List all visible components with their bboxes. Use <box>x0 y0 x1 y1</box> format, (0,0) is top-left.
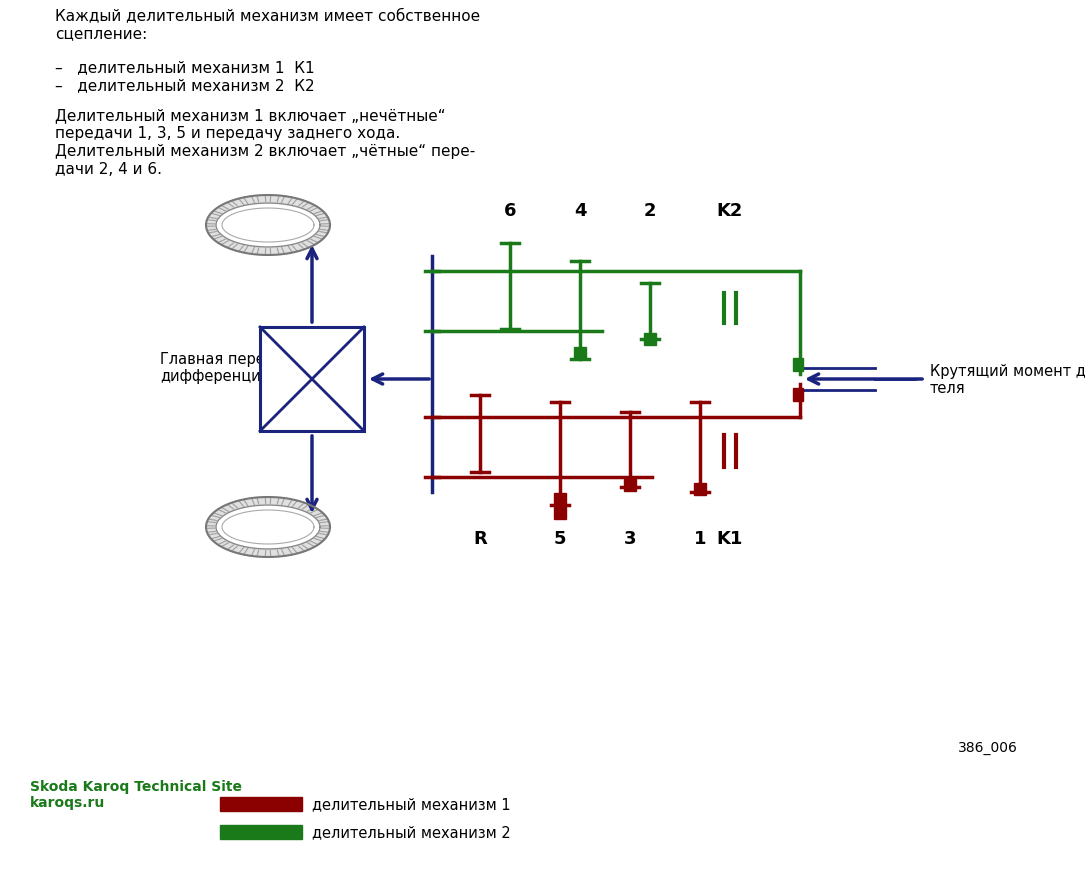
Text: –   делительный механизм 2  К2: – делительный механизм 2 К2 <box>55 78 315 93</box>
Bar <box>793 359 803 372</box>
Text: Каждый делительный механизм имеет собственное: Каждый делительный механизм имеет собств… <box>55 8 480 23</box>
Text: Делительный механизм 1 включает „нечётные“: Делительный механизм 1 включает „нечётны… <box>55 108 445 123</box>
Bar <box>644 334 656 346</box>
Polygon shape <box>206 497 330 557</box>
Text: Главная передача и
дифференциал: Главная передача и дифференциал <box>160 351 316 384</box>
Text: дачи 2, 4 и 6.: дачи 2, 4 и 6. <box>55 162 162 176</box>
Bar <box>260 328 364 432</box>
Bar <box>220 825 302 839</box>
Text: делительный механизм 1: делительный механизм 1 <box>312 797 510 812</box>
Text: 386_006: 386_006 <box>958 740 1018 754</box>
Text: K2: K2 <box>717 202 743 220</box>
Text: 1: 1 <box>694 529 706 547</box>
Text: –   делительный механизм 1  К1: – делительный механизм 1 К1 <box>55 60 315 75</box>
Text: R: R <box>473 529 487 547</box>
Text: Делительный механизм 2 включает „чётные“ пере-: Делительный механизм 2 включает „чётные“… <box>55 144 476 159</box>
Bar <box>793 388 803 401</box>
Bar <box>220 797 302 811</box>
Text: сцепление:: сцепление: <box>55 26 148 41</box>
Bar <box>694 483 706 495</box>
Text: передачи 1, 3, 5 и передачу заднего хода.: передачи 1, 3, 5 и передачу заднего хода… <box>55 126 401 141</box>
Polygon shape <box>216 203 320 248</box>
Text: 2: 2 <box>644 202 656 220</box>
Text: 4: 4 <box>573 202 586 220</box>
Bar <box>624 480 636 492</box>
Text: 5: 5 <box>554 529 566 547</box>
Text: Skoda Karoq Technical Site
karoqs.ru: Skoda Karoq Technical Site karoqs.ru <box>30 779 242 809</box>
Bar <box>554 494 566 506</box>
Text: Крутящий момент двига-
теля: Крутящий момент двига- теля <box>930 363 1086 395</box>
Text: 3: 3 <box>623 529 636 547</box>
Polygon shape <box>206 196 330 255</box>
Bar <box>554 507 566 520</box>
Text: 6: 6 <box>504 202 516 220</box>
Polygon shape <box>216 506 320 549</box>
Text: K1: K1 <box>717 529 743 547</box>
Bar <box>574 348 586 360</box>
Text: делительный механизм 2: делительный механизм 2 <box>312 825 510 839</box>
